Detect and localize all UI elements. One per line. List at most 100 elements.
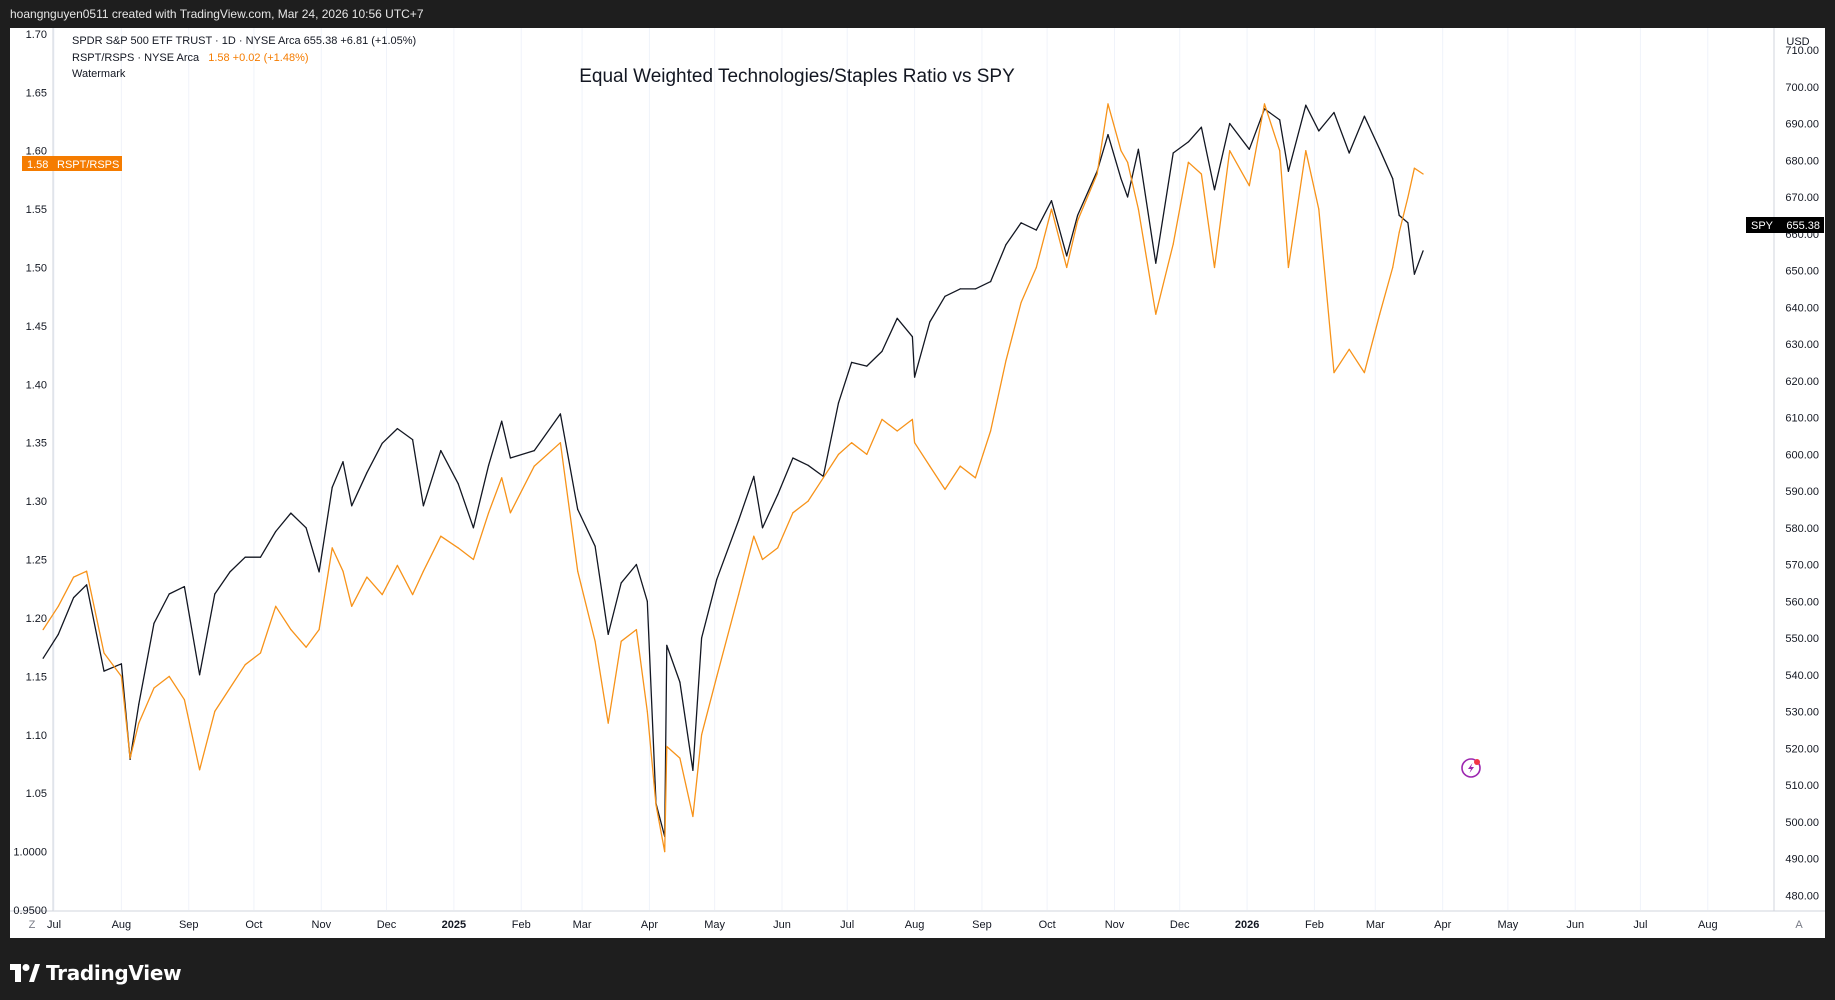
spy-data-point — [440, 450, 442, 452]
legend-spy-line[interactable]: SPDR S&P 500 ETF TRUST · 1D · NYSE Arca … — [72, 35, 416, 47]
ratio-data-point — [199, 769, 201, 771]
chart-frame[interactable]: 1.70 1.65 1.60 1.55 1.50 1.45 1.40 1.35 1.30 1.25… — [10, 28, 1825, 938]
spy-data-point — [1005, 244, 1007, 246]
spy-data-point — [488, 464, 490, 466]
left-price-axis[interactable]: 1.70 1.65 1.60 1.55 1.50 1.45 1.40 1.35 1.30 1.25… — [13, 29, 47, 917]
spy-data-point — [86, 584, 88, 586]
auto-scale-button[interactable]: A — [1795, 919, 1803, 931]
ratio-data-point — [1137, 208, 1139, 210]
ratio-data-point — [412, 594, 414, 596]
left-tick-label: 1.20 — [26, 613, 47, 625]
ratio-data-point — [366, 576, 368, 578]
grid-layer — [53, 28, 1709, 910]
spy-data-point — [214, 593, 216, 595]
ratio-data-point — [664, 851, 666, 853]
ratio-data-point — [351, 605, 353, 607]
spy-data-point — [351, 505, 353, 507]
ratio-data-point — [1035, 266, 1037, 269]
spy-data-point — [381, 442, 383, 444]
spy-data-point — [881, 350, 883, 352]
spy-series-line[interactable] — [42, 104, 1424, 838]
left-tick-label: 0.9500 — [13, 905, 47, 917]
spy-data-point — [1155, 262, 1157, 264]
ratio-data-point — [275, 605, 277, 607]
time-tick-label: Feb — [1305, 919, 1324, 931]
spy-data-point — [342, 461, 344, 463]
ratio-data-point — [911, 418, 914, 420]
legend-watermark[interactable]: Watermark — [72, 68, 126, 80]
ratio-data-point — [1096, 173, 1098, 175]
ratio-data-point — [792, 512, 794, 514]
spy-data-point — [1363, 115, 1365, 117]
ratio-data-point — [1155, 313, 1157, 315]
time-tick-label: Dec — [1170, 919, 1190, 931]
tradingview-logo-text: TradingView — [46, 961, 182, 985]
spy-data-point — [1120, 178, 1122, 180]
spy-data-point — [1333, 111, 1335, 114]
spy-data-point — [646, 600, 648, 602]
spy-data-point — [1137, 148, 1139, 150]
ratio-badge-bg — [22, 156, 122, 171]
spy-data-point — [1305, 104, 1307, 106]
ratio-data-point — [1127, 161, 1129, 163]
right-tick-label: 690.00 — [1785, 119, 1819, 131]
time-tick-label: Jul — [47, 919, 61, 931]
ratio-data-point — [153, 687, 155, 689]
spy-data-point — [422, 505, 424, 507]
spy-data-point — [1398, 214, 1400, 216]
spy-data-point — [153, 622, 155, 624]
spy-data-point — [412, 439, 414, 441]
ratio-data-point — [716, 675, 718, 678]
spy-data-point — [168, 593, 170, 595]
right-price-axis[interactable]: 710.00700.00690.00680.00670.00660.00650.… — [1785, 45, 1819, 902]
legend-ratio-line[interactable]: RSPT/RSPS · NYSE Arca 1.58 +0.02 (+1.48%… — [72, 52, 309, 64]
right-tick-label: 480.00 — [1785, 890, 1819, 902]
ratio-data-point — [509, 512, 511, 514]
ratio-data-point — [472, 558, 474, 561]
spy-data-point — [1379, 148, 1381, 150]
spy-data-point — [509, 457, 511, 459]
ratio-data-point — [655, 804, 657, 806]
spy-data-point — [1127, 196, 1129, 198]
spy-data-point — [1200, 126, 1202, 128]
lightning-icon[interactable] — [1461, 758, 1481, 778]
left-tick-label: 1.05 — [26, 788, 47, 800]
time-tick-label: Mar — [573, 919, 592, 931]
right-tick-label: 560.00 — [1785, 596, 1819, 608]
ratio-data-point — [635, 629, 638, 631]
time-tick-label: Jun — [1566, 919, 1584, 931]
right-tick-label: 640.00 — [1785, 302, 1819, 314]
right-tick-label: 610.00 — [1785, 413, 1819, 425]
left-tick-label: 1.40 — [26, 379, 47, 391]
ratio-data-point — [866, 453, 868, 455]
left-tick-label: 1.65 — [26, 87, 47, 99]
price-chart[interactable]: 1.70 1.65 1.60 1.55 1.50 1.45 1.40 1.35 1.30 1.25… — [10, 28, 1825, 938]
right-tick-label: 540.00 — [1785, 670, 1819, 682]
time-tick-label: May — [704, 919, 725, 931]
time-tick-label: Dec — [377, 919, 397, 931]
spy-data-point — [1107, 134, 1109, 136]
left-tick-label: 1.30 — [26, 496, 47, 508]
right-tick-label: 710.00 — [1785, 45, 1819, 57]
ratio-data-point — [305, 646, 307, 648]
spy-data-point — [457, 483, 459, 485]
ratio-data-point — [1263, 103, 1266, 105]
spy-data-point — [1172, 152, 1174, 154]
zoom-toggle-button[interactable]: Z — [29, 919, 36, 931]
time-tick-label: Sep — [972, 919, 992, 931]
spy-data-point — [318, 571, 320, 573]
ratio-data-point — [1279, 150, 1281, 152]
tradingview-logo[interactable]: TradingView — [10, 960, 182, 986]
left-tick-label: 1.70 — [26, 29, 47, 41]
time-tick-label: Apr — [641, 919, 658, 931]
ratio-data-point — [594, 640, 596, 642]
ratio-series-line[interactable] — [42, 103, 1424, 853]
ratio-data-point — [168, 675, 170, 678]
spy-data-point — [738, 519, 740, 521]
time-tick-label: Jul — [1633, 919, 1647, 931]
time-axis[interactable]: Jul Aug Sep Oct Nov Dec 2025 Feb Mar Apr May Jun Jul… — [47, 919, 1718, 931]
spy-data-point — [1187, 141, 1189, 143]
spy-data-point — [929, 321, 931, 323]
spy-data-point — [501, 420, 503, 422]
ratio-data-point — [1066, 266, 1068, 269]
